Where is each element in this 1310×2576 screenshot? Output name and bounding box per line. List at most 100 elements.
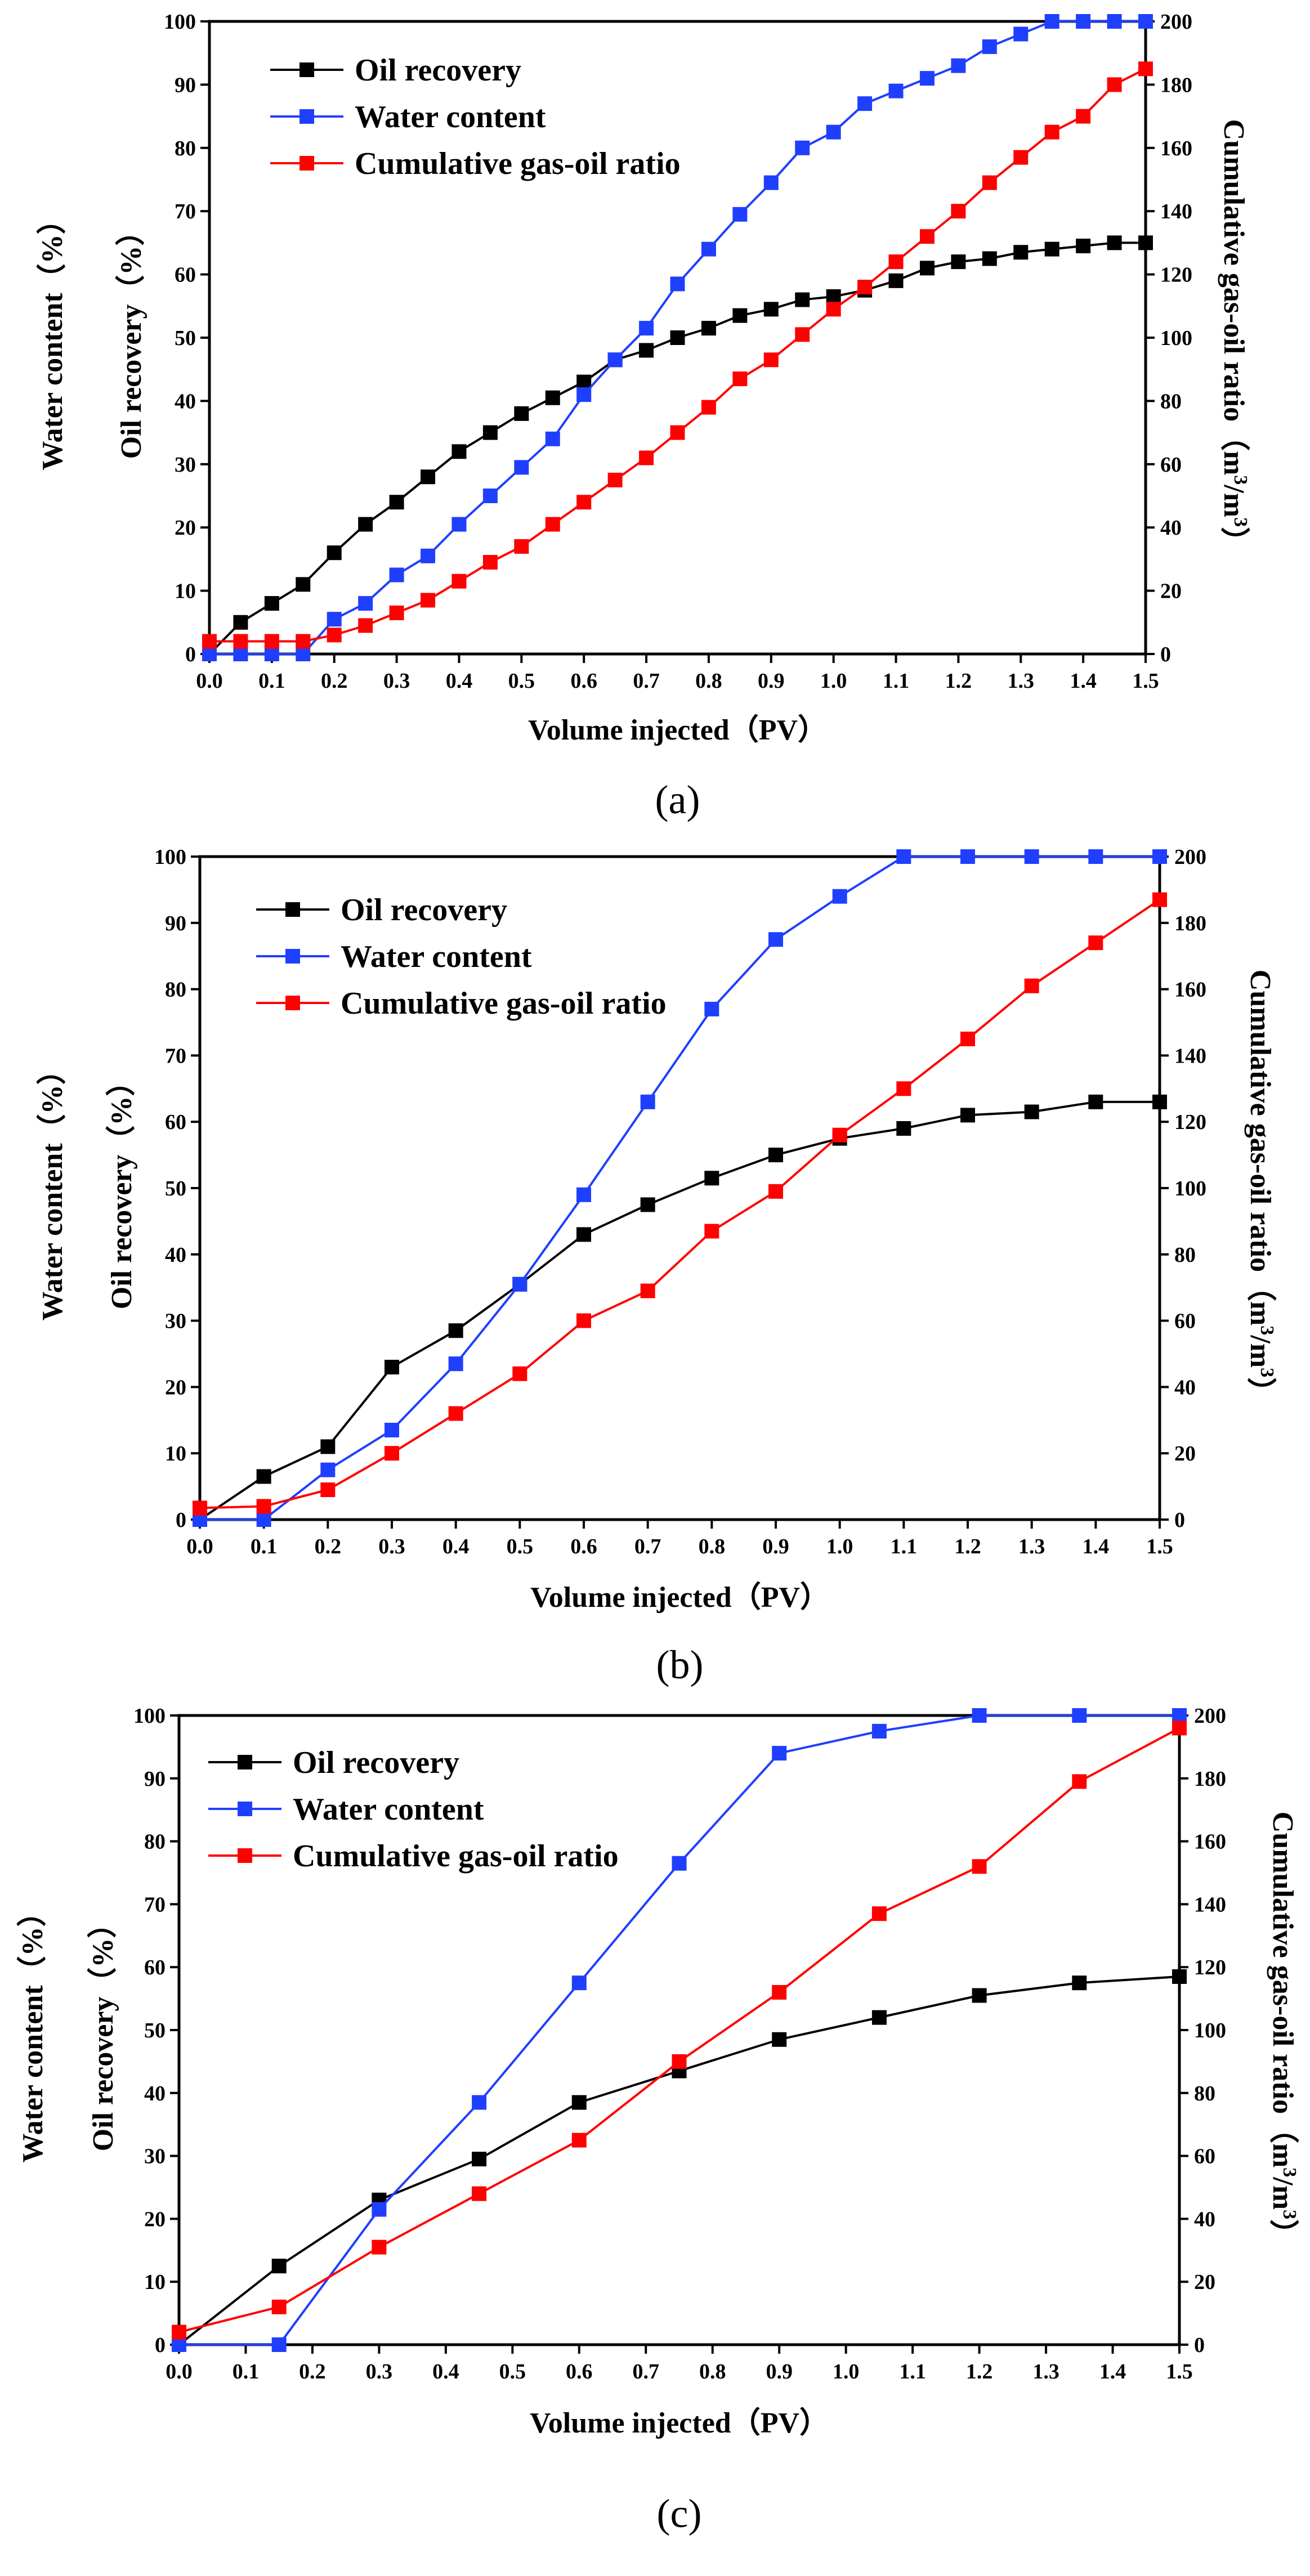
legend-marker [238, 1802, 252, 1816]
data-point [972, 1708, 987, 1723]
data-point [857, 96, 873, 111]
data-point [1138, 14, 1153, 29]
data-point [1013, 245, 1029, 260]
data-point [982, 175, 997, 190]
data-point [271, 2337, 287, 2352]
data-point [472, 2186, 487, 2201]
y-tick-label: 0 [155, 2333, 166, 2357]
legend-marker [299, 62, 314, 77]
data-point [1138, 235, 1153, 250]
y-tick-label: 80 [165, 978, 186, 1002]
data-point [972, 1859, 987, 1874]
data-point [672, 2054, 687, 2069]
data-point [576, 387, 592, 402]
data-point [795, 140, 810, 155]
x-tick-label: 0.6 [566, 2360, 593, 2384]
legend-label: Cumulative gas-oil ratio [293, 1839, 619, 1874]
data-point [896, 849, 911, 864]
data-point [384, 1360, 399, 1375]
y2-tick-label: 80 [1160, 389, 1182, 413]
x-tick-label: 0.8 [699, 1535, 726, 1558]
x-axis-title: Volume injected（PV） [528, 714, 827, 746]
data-point [640, 1197, 655, 1212]
data-point [888, 273, 904, 288]
data-point [951, 204, 966, 219]
data-point [1138, 61, 1153, 77]
data-point [1072, 1708, 1087, 1723]
y-tick-label: 100 [133, 1704, 166, 1728]
chart-panel-a: 0.0 0.1 0.2 0.3 0.4 0.5 0.6 0.7 0.8 0.9 1.0 1.1 1.2 1… [36, 10, 1251, 822]
y2-tick-label: 60 [1194, 2145, 1215, 2169]
data-point [795, 327, 810, 342]
data-point [482, 555, 498, 570]
data-point [640, 1094, 655, 1109]
data-point [772, 2032, 787, 2047]
x-tick-label: 0.3 [383, 669, 410, 693]
chart-panel-b: 0.0 0.1 0.2 0.3 0.4 0.5 0.6 0.7 0.8 0.9 1.0 1.1 1.2 1… [36, 845, 1278, 1687]
legend-label: Oil recovery [355, 53, 521, 88]
x-tick-label: 1.0 [820, 669, 847, 693]
data-point [571, 1975, 587, 1991]
chart-panel-c: 0.0 0.1 0.2 0.3 0.4 0.5 0.6 0.7 0.8 0.9 1.0 1.1 1.2 1… [16, 1704, 1300, 2536]
data-point [772, 1746, 787, 1761]
legend-marker [299, 109, 314, 124]
legend-marker [285, 996, 300, 1010]
x-tick-label: 0.7 [634, 1535, 661, 1558]
y-tick-label: 20 [144, 2207, 166, 2231]
x-tick-label: 0.5 [508, 669, 535, 693]
y-tick-label: 0 [176, 1508, 186, 1532]
x-tick-label: 0.9 [758, 669, 785, 693]
data-point [233, 647, 248, 661]
x-tick-label: 0.5 [499, 2360, 526, 2384]
data-point [571, 2133, 587, 2148]
data-point [1107, 14, 1122, 29]
data-point [327, 612, 342, 627]
data-point [576, 1187, 591, 1202]
x-tick-label: 0.2 [299, 2360, 326, 2384]
y-tick-label: 70 [175, 200, 196, 223]
data-point [896, 1081, 911, 1096]
data-point [763, 302, 779, 317]
y2-tick-label: 160 [1194, 1830, 1226, 1854]
data-point [172, 2337, 186, 2352]
data-point [1152, 1094, 1167, 1109]
data-point [763, 175, 779, 190]
data-point [448, 1356, 463, 1372]
data-point [732, 308, 748, 323]
data-point [670, 330, 685, 345]
data-point [256, 1469, 271, 1484]
data-point [670, 425, 685, 440]
data-point [372, 2239, 387, 2255]
data-point [384, 1422, 399, 1437]
y-tick-label: 30 [144, 2145, 166, 2169]
x-tick-label: 1.5 [1132, 669, 1159, 693]
y-tick-label: 100 [164, 10, 196, 34]
y2-tick-label: 80 [1174, 1243, 1196, 1267]
legend-marker [238, 1755, 252, 1769]
panel-caption: (c) [657, 2491, 702, 2536]
data-point [857, 280, 873, 295]
data-point [640, 1283, 655, 1298]
data-point [271, 2259, 287, 2274]
y-tick-label: 90 [175, 73, 196, 97]
x-axis-title: Volume injected（PV） [530, 1581, 829, 1614]
data-point [576, 1227, 591, 1242]
x-tick-label: 0.6 [570, 1535, 597, 1558]
data-point [384, 1446, 399, 1461]
y-tick-label: 10 [165, 1442, 186, 1466]
y2-tick-label: 100 [1174, 1177, 1206, 1200]
data-point [1107, 235, 1122, 250]
data-point [202, 634, 217, 649]
y2-tick-label: 120 [1174, 1110, 1206, 1134]
y-tick-label: 90 [165, 912, 186, 935]
data-point [951, 254, 966, 270]
data-point [320, 1482, 336, 1497]
y2-tick-label: 0 [1194, 2333, 1205, 2357]
data-point [472, 2095, 487, 2110]
x-tick-label: 0.5 [507, 1535, 534, 1558]
y-axis-title-oil-recovery: Oil recovery（%） [87, 1909, 119, 2152]
data-point [732, 207, 748, 222]
data-point [704, 1001, 719, 1016]
y2-tick-label: 140 [1174, 1044, 1206, 1068]
data-point [1088, 849, 1103, 864]
